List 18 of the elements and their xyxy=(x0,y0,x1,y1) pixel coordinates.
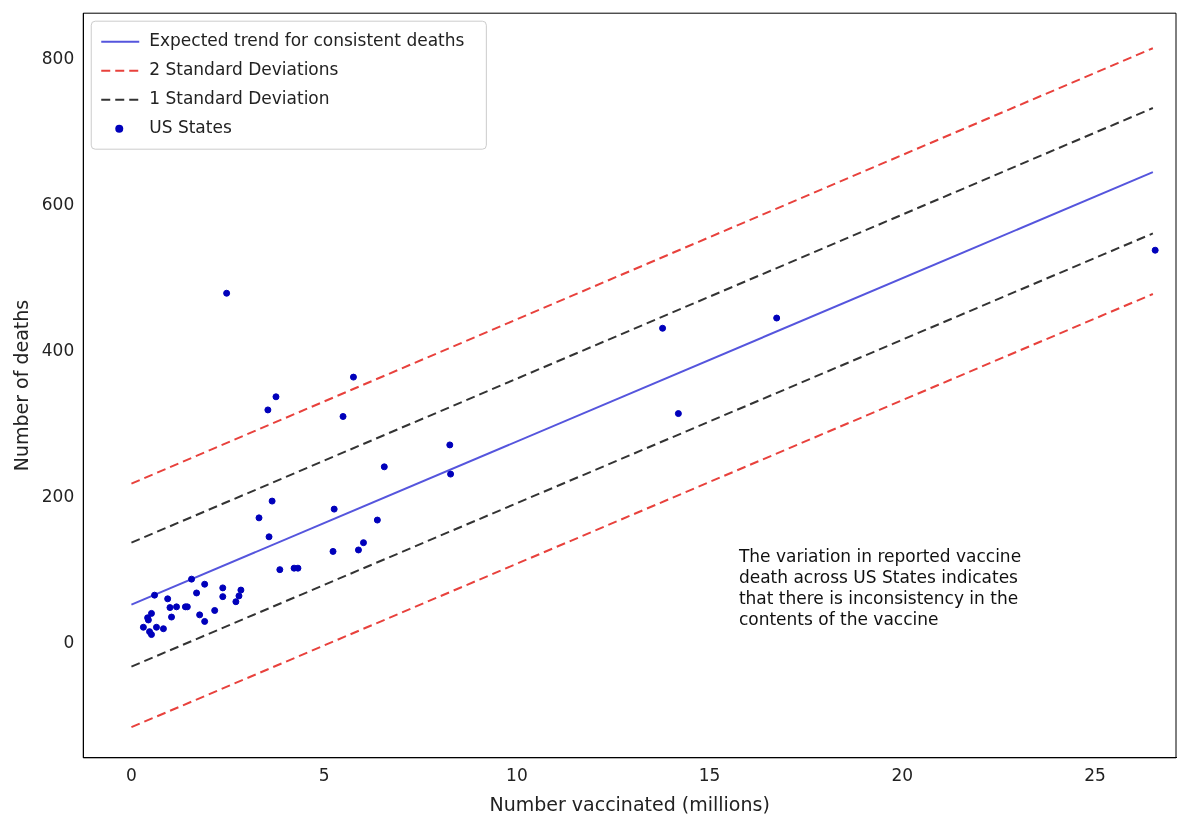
x-tick-label: 25 xyxy=(1084,765,1106,786)
y-tick-label: 800 xyxy=(41,48,75,69)
legend-label: 1 Standard Deviation xyxy=(149,88,330,109)
legend-label: 2 Standard Deviations xyxy=(149,59,339,80)
annotation: The variation in reported vaccine death across US States indicates that there is inconsistency in the contents of the vaccine xyxy=(737,546,1022,630)
y-tick-label: 600 xyxy=(41,194,75,215)
legend-label: Expected trend for consistent deaths xyxy=(149,30,465,51)
x-tick-label: 10 xyxy=(506,765,528,786)
y-tick-label: 0 xyxy=(63,631,75,652)
x-axis-title: Number vaccinated (millions) xyxy=(489,792,770,815)
x-tick-label: 20 xyxy=(891,765,914,786)
x-tick-label: 15 xyxy=(698,765,721,786)
x-tick-label: 0 xyxy=(126,765,137,786)
y-tick-label: 200 xyxy=(41,485,75,506)
x-tick-label: 5 xyxy=(318,765,330,786)
y-axis-title: Number of deaths xyxy=(10,299,33,472)
legend-label: US States xyxy=(149,117,232,138)
y-tick-label: 400 xyxy=(41,340,75,361)
